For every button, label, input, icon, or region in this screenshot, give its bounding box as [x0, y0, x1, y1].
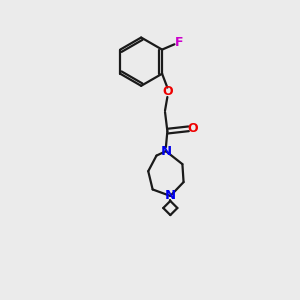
Text: N: N [160, 145, 172, 158]
Text: N: N [165, 189, 176, 203]
Text: O: O [187, 122, 198, 135]
Text: O: O [162, 85, 173, 98]
Text: F: F [175, 36, 183, 49]
